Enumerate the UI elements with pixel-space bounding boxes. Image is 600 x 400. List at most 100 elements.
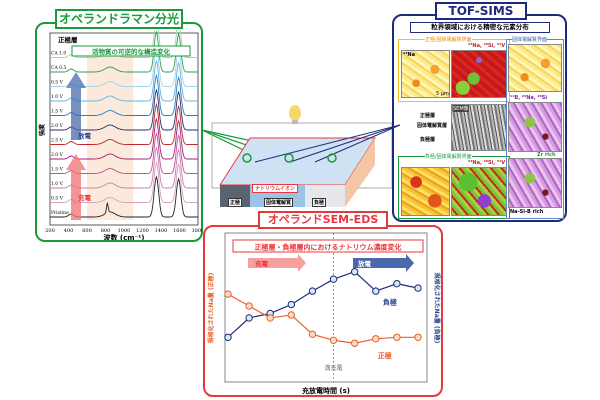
y-axis-label: 強度 (38, 123, 46, 136)
raman-spot (284, 153, 294, 163)
y-axis-right-label: 規格化されたNa量 (負極) (433, 273, 441, 344)
raman-title: オペランドラマン分光 (55, 9, 183, 29)
cell-side-face (345, 138, 375, 207)
series-line (227, 293, 418, 344)
electrolyte-layer-label: 固体電解質層 (417, 123, 448, 129)
plot-frame (49, 32, 199, 226)
x-tick-label: 1800 (192, 228, 202, 234)
cathode-label: 正極 (378, 351, 392, 360)
discharge-arrow-icon (353, 254, 414, 272)
cell-electrolyte-label: 固体電解質 (264, 198, 294, 207)
tof-link-line (289, 124, 401, 163)
spectrum-label: 0.5 V (51, 196, 64, 202)
shaded-region (87, 53, 134, 220)
y-axis-left-label: 規格化されたNa量 (正極) (207, 272, 215, 343)
sem-image-label: SEM像 (453, 105, 469, 112)
data-point (308, 330, 317, 339)
data-point (393, 333, 401, 342)
na-map-electrolyte (508, 44, 562, 92)
b-na-si-map-zoom (508, 158, 562, 208)
tof-na-si-v-label: ²³Na, ²⁸Si, ⁵¹V (468, 43, 506, 49)
spectrum-label: 1.5 V (51, 167, 64, 173)
data-point (266, 314, 274, 322)
spectrum-label: CA 0.5 (51, 65, 66, 71)
tof-title: TOF-SIMS (435, 2, 527, 20)
highlight-box (71, 45, 191, 57)
spectrum-label: CA 1.0 (51, 51, 66, 57)
cell-anode-label: 負極 (312, 198, 327, 207)
x-tick-label: 1200 (136, 228, 149, 234)
tof-electrolyte-interface-label: 固体電解質界面 (512, 36, 548, 43)
sem-title: オペランドSEM-EDS (258, 211, 388, 229)
spectrum-label: 0.5 V (51, 80, 64, 86)
tof-subtitle: 粒界領域における精密な元素分布 (410, 22, 550, 33)
plot-frame (224, 232, 428, 383)
na-map-label: ²³Na (403, 52, 415, 58)
raman-spot (327, 153, 337, 163)
data-point (414, 333, 422, 342)
raman-spot (242, 153, 252, 163)
charge-label: 充電 (255, 259, 269, 268)
x-tick-label: 1600 (173, 228, 186, 234)
data-point (224, 290, 232, 298)
data-point (224, 333, 232, 342)
na-si-v-map-cathode (451, 50, 507, 98)
bulb-icon (289, 105, 301, 121)
na-map-cathode (401, 50, 450, 98)
spectrum-label: Pristine (51, 210, 69, 216)
na-si-b-rich-label: Na-Si-B rich (510, 209, 544, 215)
x-axis-label: 波数 (cm⁻¹) (103, 233, 144, 240)
data-point (329, 336, 338, 344)
spectrum-label: 1.0 V (51, 181, 64, 187)
bulb-base (292, 120, 298, 124)
cell-ion-label: ナトリウムイオン (252, 184, 299, 193)
na-map-anode (401, 167, 450, 216)
cathode-block (220, 185, 250, 207)
charge-arrow-icon (248, 254, 306, 272)
tof-cathode-interface-label: 正極/固体電解質界面 (425, 36, 472, 43)
x-tick-label: 200 (45, 228, 55, 234)
full-charge-label: 満充電 (325, 364, 343, 372)
spectrum-label: 1.0 V (51, 94, 64, 100)
sem-subtitle: 正極層・負極層内におけるナトリウム濃度変化 (255, 243, 402, 252)
data-point (350, 339, 359, 347)
b-na-si-map (508, 102, 562, 152)
charge-label: 充電 (78, 193, 92, 202)
data-point (245, 314, 253, 322)
discharge-label: 放電 (77, 131, 92, 140)
data-point (372, 287, 380, 295)
x-tick-label: 1400 (155, 228, 168, 234)
na-si-v-map-anode (451, 167, 507, 216)
data-point (308, 287, 317, 295)
charge-arrow-icon (66, 154, 86, 220)
anode-label: 負極 (383, 298, 397, 307)
spectrum-label: 1.5 V (51, 109, 64, 115)
cell-cathode-label: 正極 (228, 198, 243, 207)
tof-link-line (254, 124, 401, 163)
x-tick-label: 1000 (118, 228, 131, 234)
raman-chart: Pristine 0.5 V 1.0 V 1.5 V 2.0 V 2.5 V 2.0 V 1.… (38, 30, 202, 240)
cathode-layer-label: 正極層 (420, 113, 436, 119)
discharge-arrow-icon (66, 72, 86, 140)
cell-diagram (201, 105, 401, 207)
spectrum-label: 2.5 V (51, 138, 64, 144)
zr-rich-label: Zr rich (537, 152, 556, 158)
x-axis-label: 充放電時間 (s) (302, 386, 350, 395)
series-line (227, 271, 419, 338)
data-point (287, 300, 296, 309)
spectrum-label: 2.0 V (51, 123, 64, 129)
data-point (414, 284, 422, 292)
data-point (245, 302, 253, 310)
tof-na-si-v-label-anode: ²³Na, ²⁸Si, ⁵¹V (468, 160, 506, 166)
discharge-label: 放電 (357, 259, 372, 268)
subtitle-box (232, 239, 424, 253)
x-tick-label: 600 (82, 228, 92, 234)
layer-label: 正極層 (58, 35, 78, 44)
tof-anode-interface-label: 負極/固体電解質界面 (425, 153, 472, 160)
data-point (287, 311, 296, 319)
x-tick-label: 800 (101, 228, 111, 234)
anode-layer-label: 負極層 (420, 137, 436, 143)
data-point (393, 279, 401, 288)
data-point (329, 275, 338, 283)
